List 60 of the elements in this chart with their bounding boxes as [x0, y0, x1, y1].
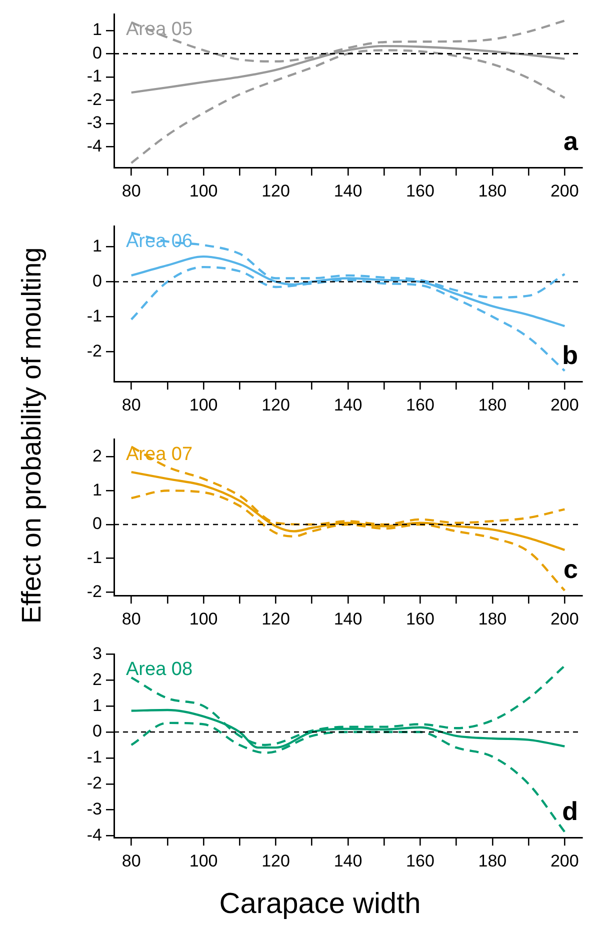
- x-tick-label: 120: [262, 609, 290, 628]
- x-tick-label: 200: [550, 395, 579, 414]
- annotation: a: [564, 126, 579, 156]
- x-tick-label: 140: [334, 851, 362, 870]
- line-series: [130, 49, 566, 164]
- y-tick-label: 2: [92, 670, 102, 689]
- x-tick-label: 100: [189, 851, 218, 870]
- y-tick-label: 1: [92, 20, 102, 40]
- y-tick-label: -1: [86, 548, 102, 568]
- x-tick-label: 100: [189, 609, 218, 628]
- series-label: Area 08: [126, 658, 193, 680]
- x-tick-label: 120: [262, 851, 290, 870]
- y-tick-label: -2: [86, 774, 102, 793]
- y-tick-label: 0: [92, 271, 102, 290]
- y-tick-label: -3: [86, 800, 102, 819]
- x-tick-label: 180: [478, 181, 507, 200]
- y-tick-label: -4: [86, 825, 102, 844]
- x-tick-label: 140: [334, 395, 362, 414]
- x-tick-label: 180: [478, 851, 507, 870]
- y-tick-label: -2: [86, 90, 102, 109]
- x-tick-label: 200: [550, 609, 579, 628]
- x-tick-label: 80: [122, 851, 141, 870]
- x-tick-label: 100: [189, 181, 218, 200]
- x-tick-label: 80: [122, 181, 141, 200]
- annotation: c: [564, 554, 578, 584]
- y-tick-label: 0: [92, 43, 102, 62]
- annotation: d: [562, 796, 578, 826]
- x-tick-label: 180: [478, 609, 507, 628]
- y-tick-label: 1: [92, 236, 102, 256]
- x-tick-label: 140: [334, 609, 362, 628]
- x-tick-label: 120: [262, 181, 290, 200]
- y-tick-label: 1: [92, 480, 102, 500]
- x-tick-label: 160: [406, 851, 434, 870]
- x-tick-label: 160: [406, 395, 434, 414]
- x-tick-label: 200: [550, 851, 579, 870]
- x-tick-label: 100: [189, 395, 218, 414]
- y-tick-label: -1: [86, 748, 102, 767]
- y-tick-label: -3: [86, 113, 102, 132]
- x-tick-label: 140: [334, 181, 362, 200]
- x-tick-label: 200: [550, 181, 579, 200]
- x-tick-label: 80: [122, 395, 141, 414]
- y-tick-label: 2: [92, 446, 102, 466]
- y-tick-label: -1: [86, 66, 102, 86]
- y-tick-label: 0: [92, 514, 102, 534]
- y-tick-label: 3: [92, 644, 102, 663]
- y-tick-label: -4: [86, 136, 102, 156]
- x-tick-label: 180: [478, 395, 507, 414]
- annotation: b: [562, 340, 578, 370]
- y-tick-label: 1: [92, 696, 102, 715]
- x-tick-label: 80: [122, 609, 141, 628]
- x-axis-title: Carapace width: [218, 888, 422, 921]
- y-tick-label: -2: [86, 582, 102, 601]
- y-tick-label: -1: [86, 306, 102, 326]
- y-axis-title: Effect on probability of moulting: [16, 246, 48, 626]
- series-label: Area 07: [126, 444, 193, 465]
- y-tick-label: -2: [86, 341, 102, 360]
- x-tick-label: 160: [406, 609, 434, 628]
- y-tick-label: 0: [92, 722, 102, 741]
- x-tick-label: 120: [262, 395, 290, 414]
- x-tick-label: 160: [406, 181, 434, 200]
